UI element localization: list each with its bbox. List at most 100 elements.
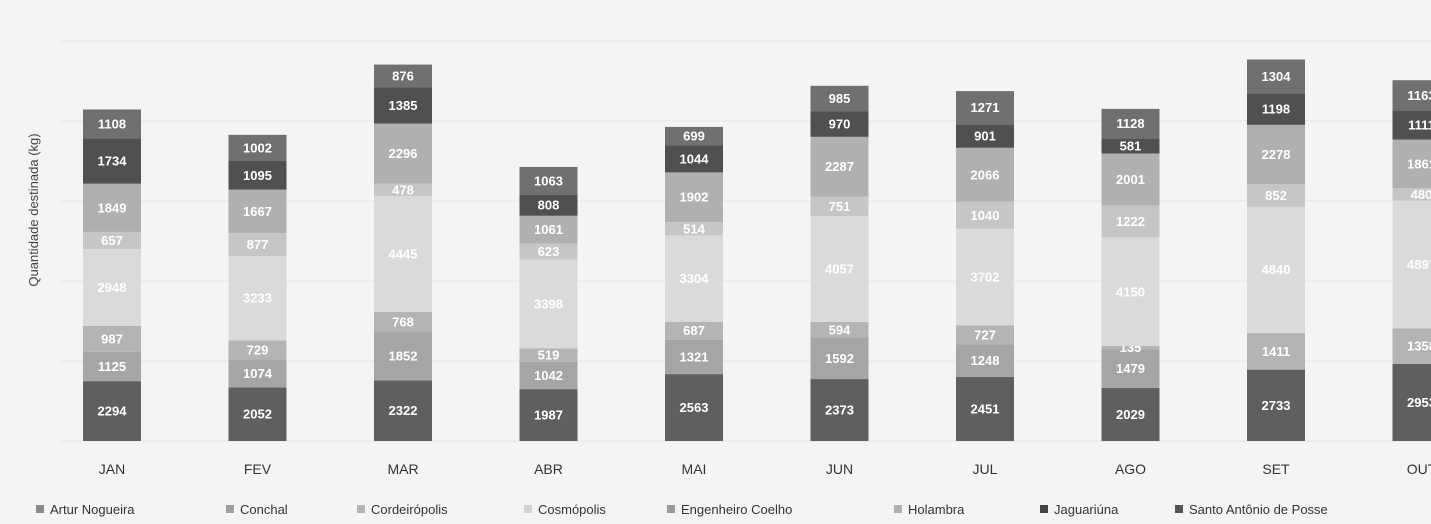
bar-segment [665,172,723,223]
data-label: 3398 [534,297,563,312]
legend-swatch [36,505,44,513]
bar-segment [956,91,1014,125]
bar-segment [665,145,723,173]
data-label: 1987 [534,408,563,423]
bar-segment [83,109,141,139]
data-label: 2287 [825,159,854,174]
bar-segment [83,249,141,327]
legend-swatch [667,505,675,513]
bar-segment [810,379,869,441]
bar-segment [1247,93,1305,125]
data-label: 1002 [243,140,272,155]
legend-swatch [357,505,365,513]
data-label: 1042 [534,368,563,383]
data-label: 687 [683,323,705,338]
data-label: 1074 [243,366,273,381]
bar-segment [1392,200,1431,329]
bar-segment [665,222,723,236]
x-tick-label: JUN [826,461,853,477]
bar-segment [228,233,287,257]
data-label: 514 [683,221,705,236]
data-label: 3304 [680,271,710,286]
bar-segment [956,201,1014,229]
bar-segment [83,138,141,184]
data-label: 751 [829,199,851,214]
data-label: 1479 [1116,361,1145,376]
data-label: 657 [101,233,123,248]
data-label: 1385 [389,98,418,113]
bar-segment [956,325,1014,345]
bar-segment [956,344,1014,378]
bar-segment [1101,153,1160,206]
bar-segment [374,195,432,313]
bar-segment [1247,369,1305,441]
bar-segment [956,147,1014,202]
bar-segment [1101,388,1160,441]
bar-segment [956,124,1014,148]
legend-label: Cosmópolis [538,502,606,517]
bar-segment [1392,363,1431,441]
legend-item: Engenheiro Coelho [667,502,792,517]
bar-segment [810,216,869,323]
bar-segment [665,321,723,340]
data-label: 1411 [1262,344,1290,359]
bar-segment [228,134,287,162]
data-label: 1304 [1262,69,1292,84]
bar-segment [374,380,432,441]
data-label: 808 [538,198,560,213]
legend-swatch [894,505,902,513]
legend-label: Artur Nogueira [50,502,135,517]
data-label: 1248 [971,353,1000,368]
x-axis-ticks: JAN FEV MAR ABR MAI JUN JUL AGO SET OUT [99,461,1431,477]
bar-segment [83,183,141,232]
data-label: 480 [1411,187,1431,202]
data-label: 1358 [1407,339,1431,354]
bar-segment [519,389,578,441]
bar-segment [374,183,432,196]
legend-label: Holambra [908,502,965,517]
bar-segment [374,123,432,184]
x-tick-label: ABR [534,461,563,477]
x-tick-label: SET [1262,461,1290,477]
data-label: 985 [829,91,851,106]
bar-segment [374,332,432,381]
y-axis-label: Quantidade destinada (kg) [26,133,41,286]
data-label: 1271 [971,100,1000,115]
data-label: 1095 [243,168,272,183]
bar-segment [519,166,578,195]
bar-segment [1247,184,1305,207]
bars: 2294 1125 987 2948 657 1849 1734 1108 2052 1074 72… [83,59,1431,441]
bar-segment [1101,108,1160,139]
bar-segment [519,243,578,260]
bar-segment [1247,332,1305,370]
data-label: 2294 [98,404,128,419]
bar-segment [1101,138,1160,154]
data-label: 2373 [825,403,854,418]
data-label: 1061 [534,222,563,237]
data-label: 2953 [1407,395,1431,410]
bar-segment [83,326,141,352]
data-label: 877 [247,237,269,252]
legend-label: Conchal [240,502,288,517]
bar-segment [374,312,432,333]
bar-segment [1247,206,1305,333]
bar-segment [810,111,869,137]
data-label: 1222 [1116,214,1145,229]
legend-label: Cordeirópolis [371,502,448,517]
legend-label: Engenheiro Coelho [681,502,792,517]
bar-segment [1247,124,1305,185]
data-label: 2029 [1116,407,1145,422]
data-label: 768 [392,315,414,330]
bar-segment [1101,205,1160,238]
data-label: 4057 [825,262,854,277]
bar-segment [1392,328,1431,364]
data-label: 901 [974,129,996,144]
data-label: 699 [683,129,705,144]
bar-segment [1392,139,1431,189]
legend-item: Cosmópolis [524,502,606,517]
data-label: 581 [1120,138,1142,153]
legend-swatch [524,505,532,513]
